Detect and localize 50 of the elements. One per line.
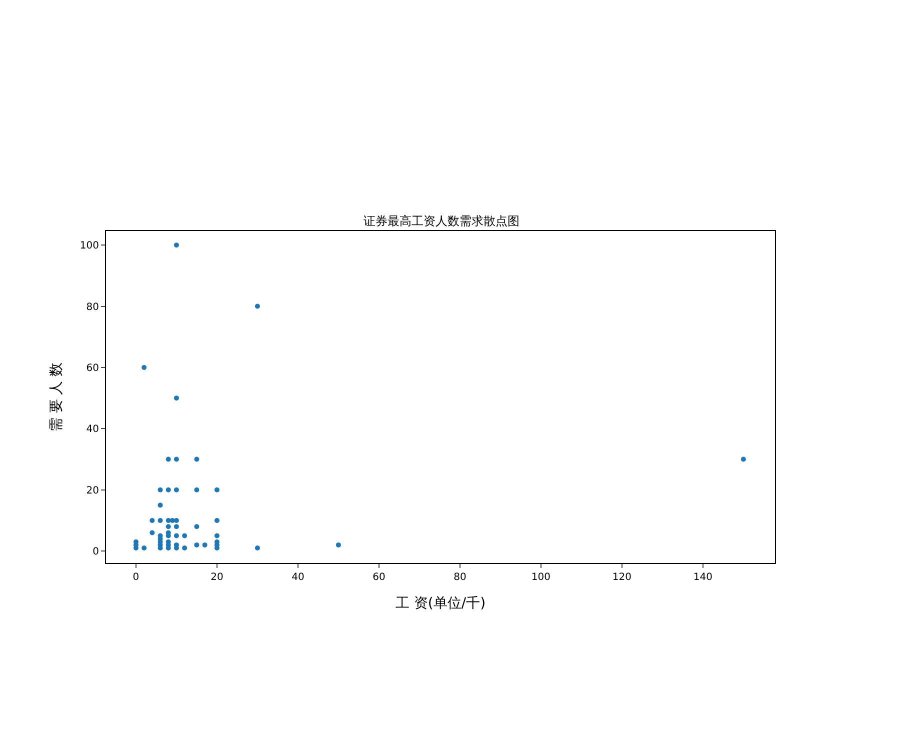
point bbox=[174, 524, 179, 530]
point bbox=[166, 546, 171, 551]
x-tick-label: 40 bbox=[292, 572, 304, 583]
point bbox=[150, 530, 155, 536]
point bbox=[182, 533, 188, 538]
point bbox=[336, 542, 341, 548]
x-tick-label: 20 bbox=[210, 572, 224, 583]
point bbox=[142, 364, 147, 370]
point bbox=[158, 502, 163, 508]
x-tick-label: 100 bbox=[531, 572, 550, 583]
point bbox=[202, 542, 208, 548]
chart-title: 证券最高工资人数需求散点图 bbox=[363, 214, 520, 228]
x-axis-title: 工 资(单位/千) bbox=[395, 595, 486, 612]
point bbox=[194, 456, 200, 462]
y-tick-label: 100 bbox=[80, 240, 99, 252]
point bbox=[740, 456, 746, 462]
point bbox=[214, 487, 220, 492]
y-tick-label: 40 bbox=[86, 424, 99, 436]
point bbox=[254, 304, 260, 309]
point bbox=[194, 487, 200, 492]
x-tick-label: 120 bbox=[612, 572, 632, 583]
point bbox=[174, 456, 179, 462]
point bbox=[166, 487, 171, 492]
y-tick-label: 0 bbox=[92, 546, 99, 558]
point bbox=[166, 524, 171, 530]
point bbox=[174, 396, 179, 401]
point bbox=[174, 533, 179, 538]
point bbox=[142, 546, 147, 551]
y-tick-label: 20 bbox=[86, 485, 99, 496]
point bbox=[214, 533, 220, 538]
y-tick-label: 60 bbox=[86, 362, 99, 374]
x-tick-label: 140 bbox=[693, 572, 712, 583]
x-tick-label: 80 bbox=[454, 572, 466, 583]
x-tick-label: 60 bbox=[372, 572, 386, 583]
point bbox=[174, 487, 179, 492]
y-axis-title: 需 要 人 数 bbox=[48, 362, 65, 432]
point bbox=[174, 518, 179, 523]
point bbox=[182, 546, 188, 551]
point bbox=[194, 542, 200, 548]
point bbox=[150, 518, 155, 523]
point bbox=[194, 524, 200, 530]
point bbox=[254, 546, 260, 551]
point bbox=[158, 518, 163, 523]
y-tick-label: 80 bbox=[86, 302, 99, 313]
point bbox=[214, 518, 220, 523]
point bbox=[174, 242, 179, 248]
point bbox=[158, 546, 163, 551]
point bbox=[158, 487, 163, 492]
point bbox=[166, 456, 171, 462]
x-tick-label: 0 bbox=[132, 572, 140, 583]
